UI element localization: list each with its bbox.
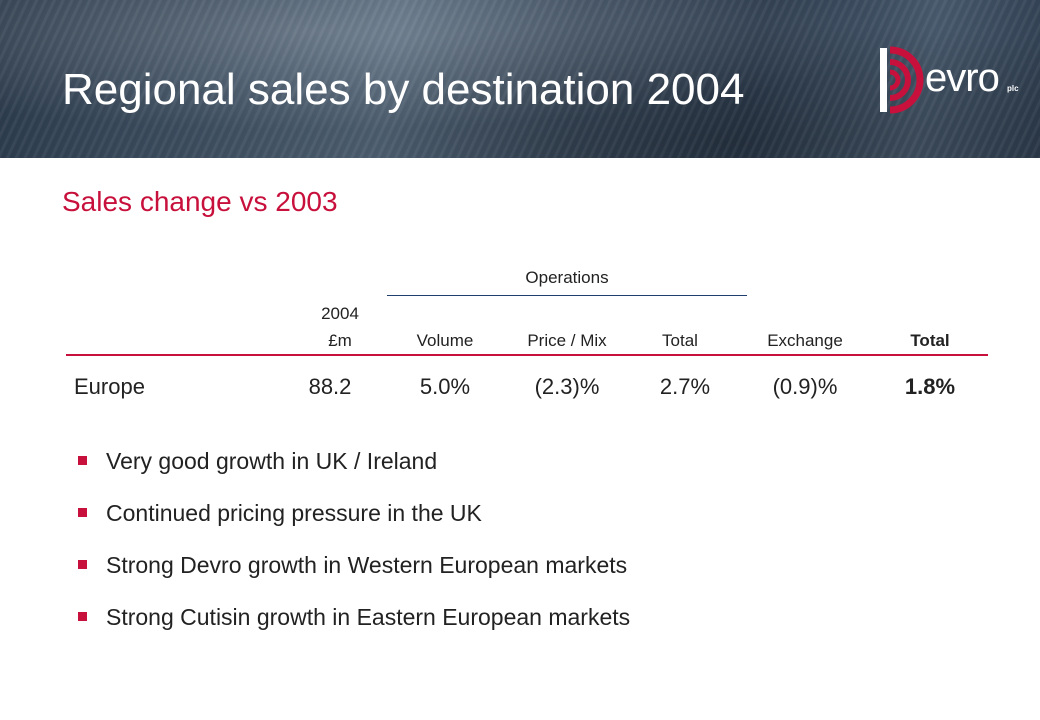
devro-logo: evro plc bbox=[876, 44, 1026, 116]
bullet-square-icon bbox=[78, 456, 87, 465]
section-subtitle: Sales change vs 2003 bbox=[62, 186, 338, 217]
col-header-ops-total: Total bbox=[662, 331, 698, 350]
logo-mark-icon bbox=[880, 46, 924, 114]
row-ops-total: 2.7% bbox=[659, 374, 711, 399]
col-header-volume: Volume bbox=[416, 331, 474, 350]
list-item: Strong Devro growth in Western European … bbox=[78, 550, 630, 602]
header-rule bbox=[66, 354, 988, 356]
row-volume: 5.0% bbox=[419, 374, 471, 399]
col-header-sales-unit: £m bbox=[328, 331, 352, 350]
bullet-square-icon bbox=[78, 508, 87, 517]
page-title: Regional sales by destination 2004 bbox=[62, 65, 745, 114]
bullet-list: Very good growth in UK / Ireland Continu… bbox=[78, 446, 630, 654]
col-header-exchange: Exchange bbox=[767, 331, 843, 350]
row-total: 1.8% bbox=[904, 374, 956, 399]
row-exchange: (0.9)% bbox=[772, 374, 838, 399]
bullet-text: Very good growth in UK / Ireland bbox=[106, 448, 438, 474]
title-banner: Regional sales by destination 2004 evro … bbox=[0, 0, 1040, 158]
bullet-square-icon bbox=[78, 560, 87, 569]
list-item: Strong Cutisin growth in Eastern Europea… bbox=[78, 602, 630, 654]
row-region: Europe bbox=[74, 374, 145, 399]
row-sales: 88.2 bbox=[308, 374, 352, 399]
logo-wordmark: evro bbox=[925, 56, 1000, 100]
row-price-mix: (2.3)% bbox=[534, 374, 600, 399]
col-header-sales-year: 2004 bbox=[321, 304, 359, 323]
logo-suffix: plc bbox=[1007, 84, 1019, 93]
operations-group-header: Operations bbox=[525, 268, 609, 287]
bullet-text: Strong Cutisin growth in Eastern Europea… bbox=[106, 604, 631, 630]
col-header-total: Total bbox=[910, 331, 950, 350]
bullet-square-icon bbox=[78, 612, 87, 621]
sales-change-table: Operations 2004 £m Volume Price / Mix To… bbox=[66, 268, 988, 399]
list-item: Continued pricing pressure in the UK bbox=[78, 498, 630, 550]
banner-texture bbox=[0, 0, 1040, 158]
operations-underline bbox=[387, 295, 747, 296]
list-item: Very good growth in UK / Ireland bbox=[78, 446, 630, 498]
bullet-text: Continued pricing pressure in the UK bbox=[106, 500, 482, 526]
bullet-text: Strong Devro growth in Western European … bbox=[106, 552, 628, 578]
col-header-price-mix: Price / Mix bbox=[527, 331, 607, 350]
